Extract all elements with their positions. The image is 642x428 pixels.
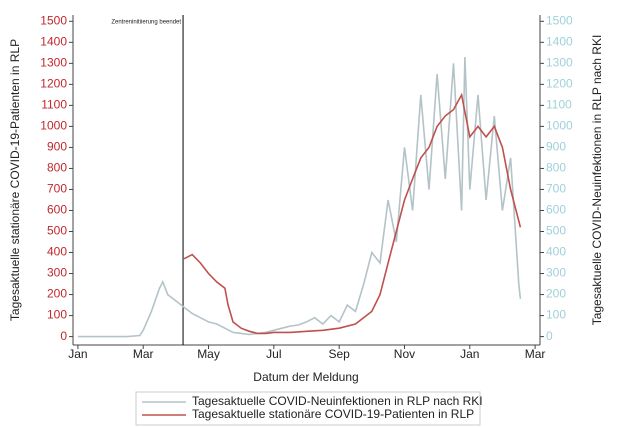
x-axis-label: Datum der Meldung xyxy=(253,370,358,384)
y-axis-label: Tagesaktuelle stationäre COVID-19-Patien… xyxy=(8,39,22,321)
y-tick-label: 1400 xyxy=(40,34,67,48)
x-tick-label: Jul xyxy=(266,347,281,361)
y2-tick-label: 700 xyxy=(546,182,566,196)
y2-tick-label: 600 xyxy=(546,203,566,217)
legend-label: Tagesaktuelle COVID-Neuinfektionen in RL… xyxy=(192,394,483,408)
x-tick-label: Sep xyxy=(328,347,350,361)
x-tick-label: May xyxy=(197,347,220,361)
y-tick-label: 500 xyxy=(47,224,67,238)
y-tick-label: 200 xyxy=(47,287,67,301)
y-tick-label: 800 xyxy=(47,161,67,175)
y2-tick-label: 300 xyxy=(546,266,566,280)
legend-box xyxy=(135,391,481,426)
y-tick-label: 1100 xyxy=(41,98,67,112)
y2-tick-label: 1200 xyxy=(546,77,573,91)
y-tick-label: 700 xyxy=(47,182,67,196)
y-tick-label: 600 xyxy=(47,203,67,217)
y-tick-label: 900 xyxy=(47,140,67,154)
y-tick-label: 1500 xyxy=(40,13,67,27)
y2-tick-label: 200 xyxy=(546,287,566,301)
x-tick-label: Mar xyxy=(133,347,154,361)
y2-tick-label: 100 xyxy=(546,308,566,322)
y2-tick-label: 900 xyxy=(546,140,566,154)
legend-label: Tagesaktuelle stationäre COVID-19-Patien… xyxy=(192,407,474,421)
y2-axis-label: Tagesaktuelle COVID-Neuinfektionen in RL… xyxy=(590,35,604,326)
y2-tick-label: 1100 xyxy=(546,98,572,112)
y-tick-label: 100 xyxy=(47,308,67,322)
y-tick-label: 400 xyxy=(47,245,67,259)
x-tick-label: Mar xyxy=(525,347,546,361)
y-tick-label: 0 xyxy=(60,329,67,343)
y2-tick-label: 1400 xyxy=(546,34,573,48)
y-tick-label: 300 xyxy=(47,266,67,280)
y2-tick-label: 1300 xyxy=(546,56,573,70)
y2-tick-label: 1500 xyxy=(546,13,573,27)
y2-tick-label: 0 xyxy=(546,329,553,343)
y-tick-label: 1000 xyxy=(40,119,67,133)
series-line xyxy=(77,56,522,338)
series-line xyxy=(183,92,522,335)
y-tick-label: 1300 xyxy=(40,56,67,70)
y2-tick-label: 800 xyxy=(546,161,566,175)
y-tick-label: 1200 xyxy=(40,77,67,91)
x-tick-label: Jan xyxy=(460,347,479,361)
x-tick-label: Nov xyxy=(394,347,415,361)
y2-tick-label: 500 xyxy=(546,224,566,238)
y2-tick-label: 400 xyxy=(546,245,566,259)
annotation-text: Zentreninitiierung beendet xyxy=(111,20,181,26)
y2-tick-label: 1000 xyxy=(546,119,573,133)
x-tick-label: Jan xyxy=(68,347,87,361)
